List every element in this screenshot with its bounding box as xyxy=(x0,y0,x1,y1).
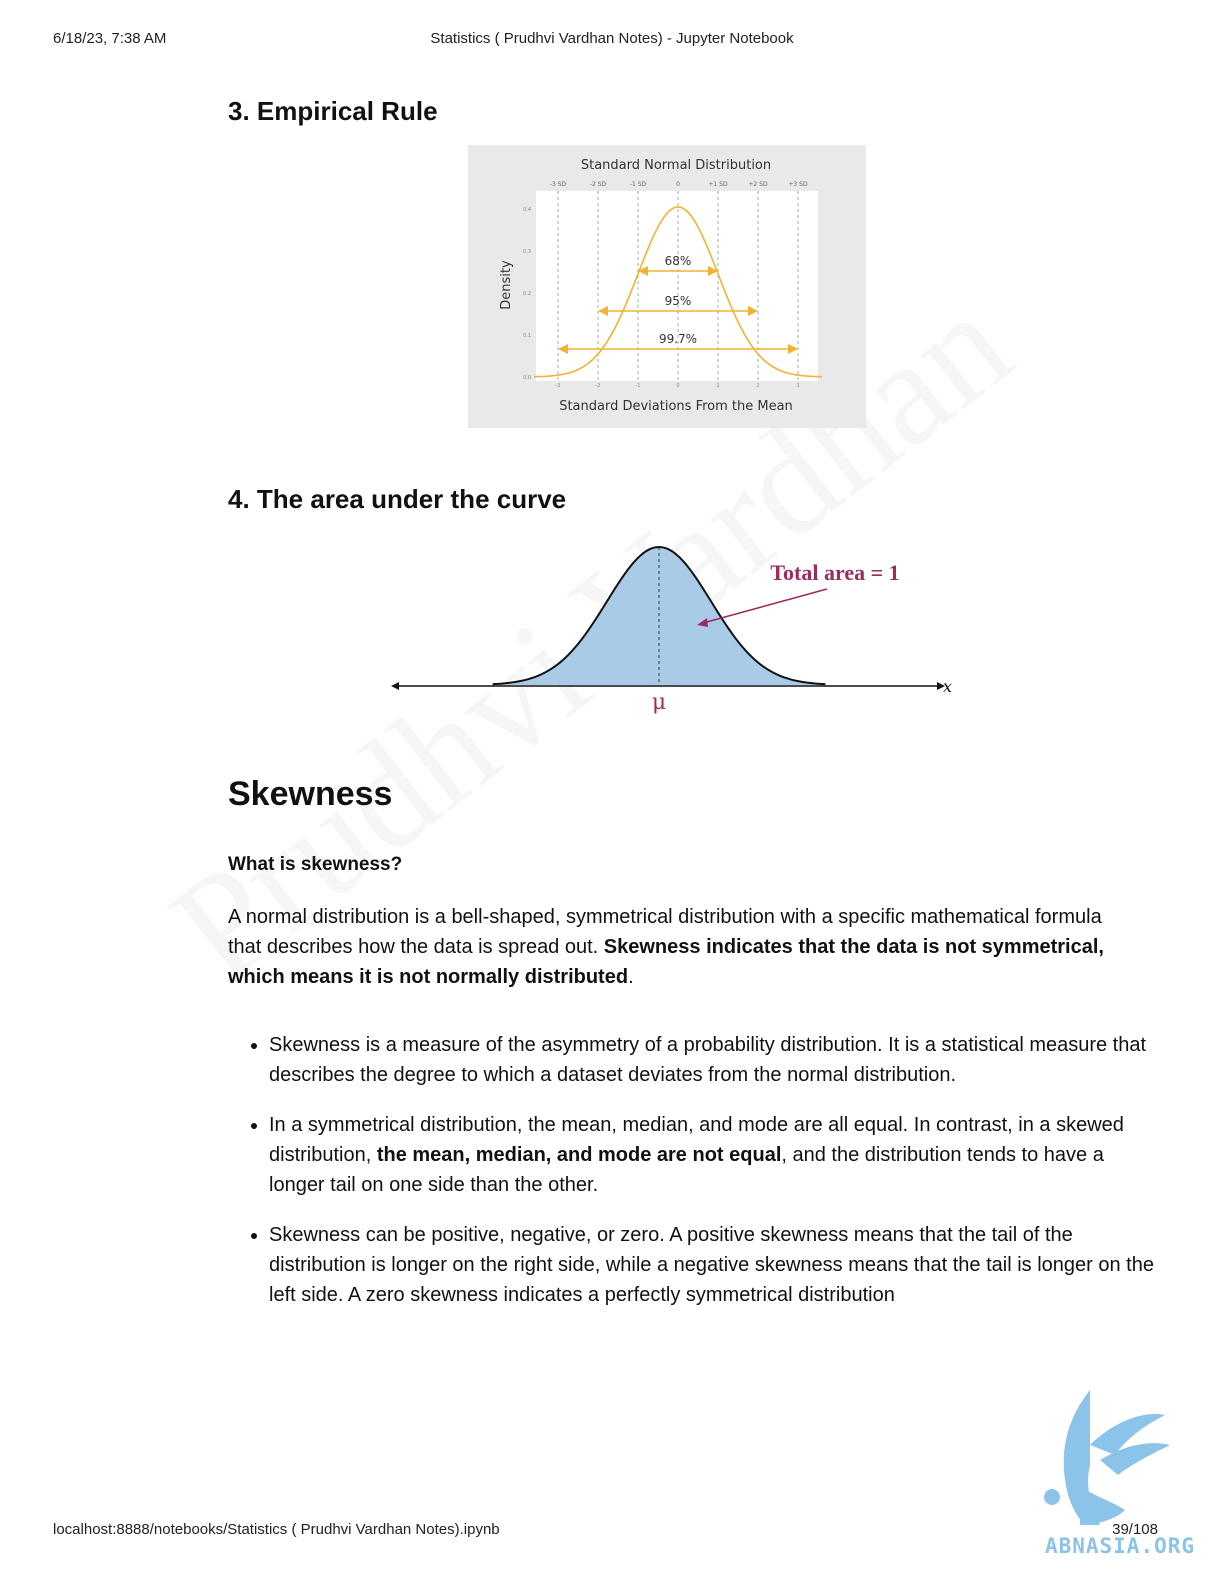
bottom-tick-label: -2 xyxy=(596,383,601,389)
top-tick-label: +1 SD xyxy=(708,181,728,188)
axis-arrow-right xyxy=(937,682,945,690)
area-under-curve-figure: μ x Total area = 1 xyxy=(391,545,952,715)
subheading-what-is-skewness: What is skewness? xyxy=(228,854,403,875)
bottom-tick-label: 0 xyxy=(676,383,679,389)
bottom-tick-label: 3 xyxy=(796,383,799,389)
abnasia-logo: ABNASIA.ORG xyxy=(1044,1390,1195,1558)
logo-text: ABNASIA.ORG xyxy=(1045,1534,1195,1558)
y-axis-label: Density xyxy=(499,260,514,310)
list-item: In a symmetrical distribution, the mean,… xyxy=(269,1110,1159,1200)
axis-arrow-left xyxy=(391,682,399,690)
top-tick-label: -3 SD xyxy=(550,181,567,188)
x-axis-label: Standard Deviations From the Mean xyxy=(559,399,793,414)
normal-curve xyxy=(534,206,822,378)
notebook-url: localhost:8888/notebooks/Statistics ( Pr… xyxy=(53,1521,500,1538)
pointer-arrowhead xyxy=(697,618,708,627)
top-tick-label: -1 SD xyxy=(630,181,647,188)
heading-empirical-rule: 3. Empirical Rule xyxy=(228,96,438,126)
griffin-icon xyxy=(1044,1390,1170,1525)
intro-text-1: A normal distribution is a bell-shaped, … xyxy=(228,906,1102,958)
top-tick-label: 0 xyxy=(676,181,680,188)
total-area-label: Total area = 1 xyxy=(770,560,899,585)
heading-area-under-curve: 4. The area under the curve xyxy=(228,484,567,514)
bullet-3-text: Skewness can be positive, negative, or z… xyxy=(269,1224,1154,1306)
intro-text-end: . xyxy=(628,966,634,988)
x-label: x xyxy=(943,677,952,696)
y-tick-label: 0.4 xyxy=(523,207,531,213)
top-tick-label: +2 SD xyxy=(748,181,768,188)
range-arrow: 68% xyxy=(638,254,718,276)
y-tick-label: 0.1 xyxy=(523,333,531,339)
bottom-tick-label: -1 xyxy=(636,383,641,389)
range-label: 99.7% xyxy=(659,332,697,346)
heading-skewness: Skewness xyxy=(228,775,393,813)
intro-text-bold: Skewness indicates that the data is not … xyxy=(228,936,1104,988)
empirical-rule-figure: Standard Normal Distribution -3 SD -2 SD -… xyxy=(468,145,866,428)
pointer-arrow xyxy=(702,588,828,624)
figure-title: Standard Normal Distribution xyxy=(581,158,771,173)
mu-label: μ xyxy=(652,690,666,715)
range-label: 68% xyxy=(665,254,692,268)
skewness-bullet-list: Skewness is a measure of the asymmetry o… xyxy=(228,1030,1159,1330)
range-arrow: 95% xyxy=(598,294,758,316)
page-title: Statistics ( Prudhvi Vardhan Notes) - Ju… xyxy=(430,30,794,47)
bottom-tick-label: 2 xyxy=(756,383,759,389)
list-item: Skewness can be positive, negative, or z… xyxy=(269,1220,1159,1310)
top-tick-label: -2 SD xyxy=(590,181,607,188)
bullet-2-bold: the mean, median, and mode are not equal xyxy=(376,1144,782,1166)
y-tick-label: 0.0 xyxy=(523,375,531,381)
range-arrow: 99.7% xyxy=(558,332,798,354)
print-datetime: 6/18/23, 7:38 AM xyxy=(53,30,167,47)
page-number: 39/108 xyxy=(1112,1521,1158,1538)
bottom-tick-label: 1 xyxy=(716,383,719,389)
top-tick-label: +3 SD xyxy=(788,181,808,188)
y-tick-label: 0.3 xyxy=(523,249,531,255)
bullet-2-text-c: , and the distribution tends to have a l… xyxy=(269,1144,1104,1196)
bottom-tick-label: -3 xyxy=(556,383,561,389)
range-label: 95% xyxy=(665,294,692,308)
bullet-1-text: Skewness is a measure of the asymmetry o… xyxy=(269,1034,1147,1086)
intro-paragraph: A normal distribution is a bell-shaped, … xyxy=(228,902,1108,992)
list-item: Skewness is a measure of the asymmetry o… xyxy=(269,1030,1159,1090)
y-tick-label: 0.2 xyxy=(523,291,531,297)
bullet-2-text-a: In a symmetrical distribution, the mean,… xyxy=(269,1114,1124,1166)
